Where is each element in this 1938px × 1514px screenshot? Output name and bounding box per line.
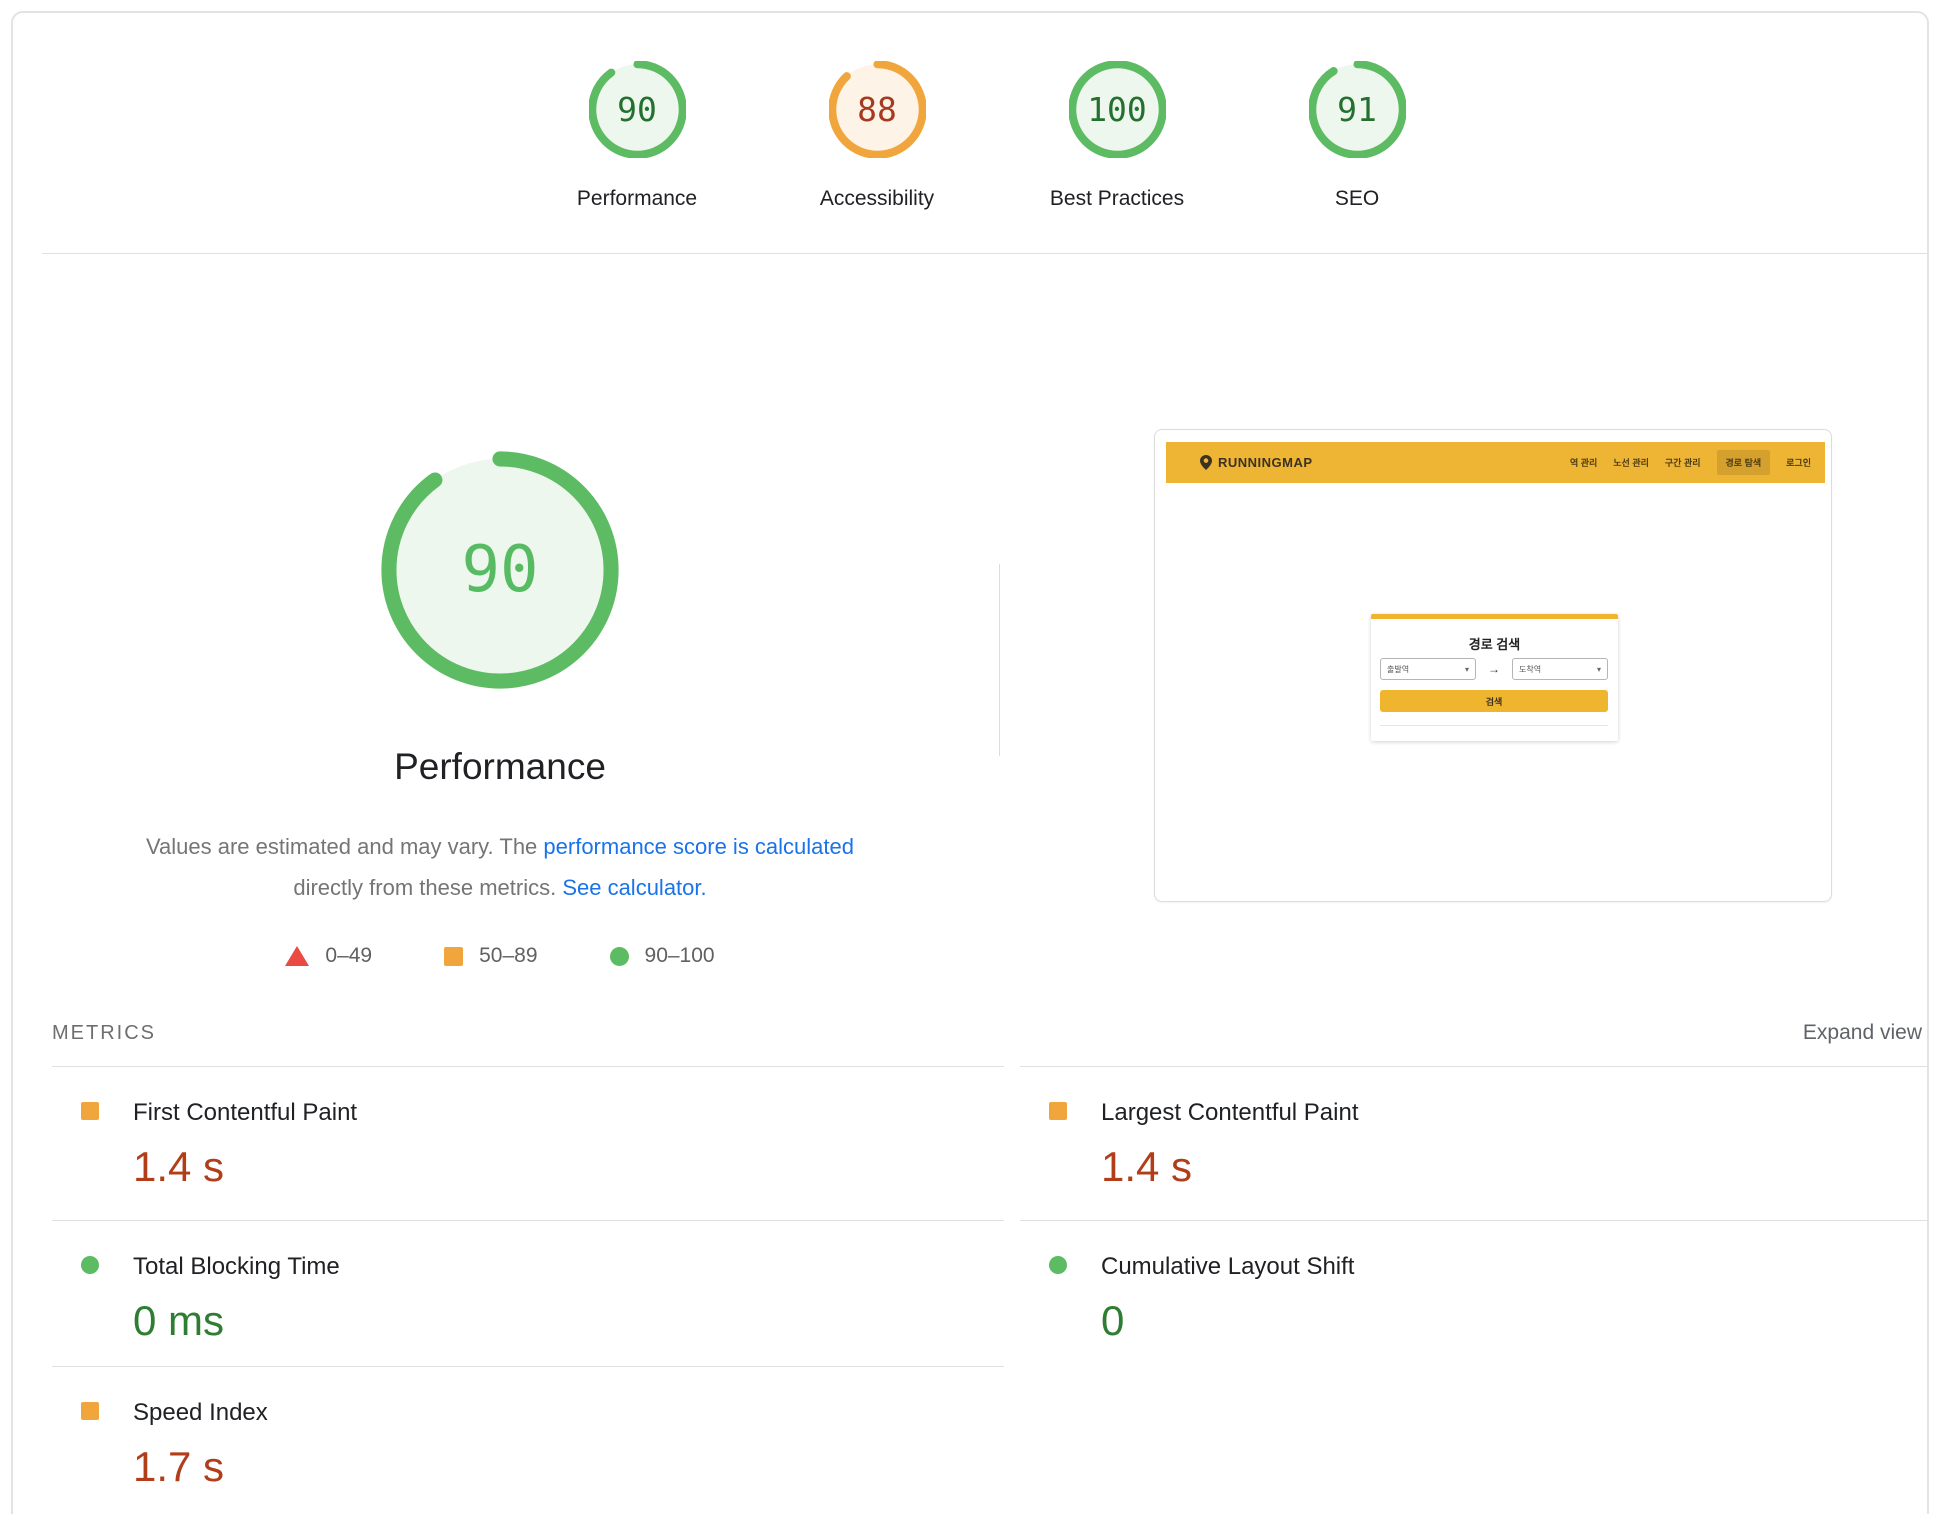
metric-value: 0 (1101, 1297, 1125, 1344)
average-square-icon (81, 1402, 99, 1420)
metric-first-contentful-paint: First Contentful Paint 1.4 s (52, 1066, 1004, 1212)
fail-triangle-icon (285, 946, 310, 966)
metric-value: 0 ms (133, 1297, 225, 1344)
header-divider (42, 253, 1929, 254)
average-range-label: 50–89 (479, 944, 538, 967)
metric-cumulative-layout-shift: Cumulative Layout Shift 0 (1020, 1220, 1928, 1366)
best-practices-score: 100 (1087, 90, 1147, 129)
metric-speed-index: Speed Index 1.7 s (52, 1366, 1004, 1512)
chevron-down-icon: ▾ (1596, 664, 1601, 674)
card-divider (1380, 725, 1608, 726)
legend-average-range: 50–89 (444, 944, 538, 968)
metric-total-blocking-time: Total Blocking Time 0 ms (52, 1220, 1004, 1366)
accessibility-score: 88 (857, 90, 897, 129)
metrics-divider (1020, 1066, 1929, 1067)
average-square-icon (444, 946, 464, 966)
arrival-select: 도착역 ▾ (1512, 658, 1608, 680)
metric-value: 1.4 s (1101, 1143, 1193, 1190)
disclaimer-text: Values are estimated and may vary. The (145, 834, 544, 859)
route-arrow-icon: → (1488, 662, 1500, 676)
departure-select-value: 출발역 (1387, 664, 1410, 674)
metric-name: First Contentful Paint (133, 1099, 358, 1126)
best-practices-gauge: 100 (1068, 61, 1166, 158)
metrics-header: METRICS Expand view (52, 1018, 1922, 1048)
metric-name: Largest Contentful Paint (1101, 1099, 1359, 1126)
metric-row-divider (52, 1220, 1004, 1221)
screenshot-nav: 역 관리 노선 관리 구간 관리 경로 탐색 로그인 (1570, 450, 1811, 475)
pass-circle-icon (1049, 1256, 1067, 1274)
seo-score: 91 (1337, 90, 1377, 129)
page-title: Performance (394, 746, 606, 787)
accessibility-gauge: 88 (828, 61, 926, 158)
performance-score: 90 (617, 90, 657, 129)
screenshot-brand: RUNNINGMAP (1200, 455, 1313, 470)
performance-label: Performance (576, 187, 698, 210)
screenshot-route-search-card: 경로 검색 출발역 ▾ → 도착역 ▾ 검색 (1371, 614, 1618, 741)
average-square-icon (81, 1102, 99, 1120)
screenshot-nav-stations: 역 관리 (1569, 458, 1598, 468)
metric-row-divider (1020, 1220, 1929, 1221)
pass-circle-icon (609, 946, 629, 966)
metrics-divider (52, 1066, 1004, 1067)
best-practices-label: Best Practices (1049, 187, 1185, 210)
card-select-row: 출발역 ▾ → 도착역 ▾ (1380, 658, 1608, 680)
report-frame (11, 11, 1929, 1514)
score-gauge-accessibility[interactable]: 88 Accessibility (757, 61, 997, 211)
screenshot-nav-sections: 구간 관리 (1664, 458, 1701, 468)
metric-value: 1.7 s (133, 1443, 225, 1490)
disclaimer-text-2: directly from these metrics. (293, 875, 563, 900)
pass-range-label: 90–100 (644, 944, 715, 967)
performance-gauge: 90 (588, 61, 686, 158)
metric-value: 1.4 s (133, 1143, 225, 1190)
screenshot-brand-text: RUNNINGMAP (1218, 455, 1313, 470)
score-disclaimer: Values are estimated and may vary. The p… (110, 826, 890, 908)
metric-row-divider (52, 1366, 1004, 1367)
seo-label: SEO (1334, 187, 1380, 210)
main-performance-gauge: 90 (381, 451, 619, 689)
screenshot-site-header: RUNNINGMAP 역 관리 노선 관리 구간 관리 경로 탐색 로그인 (1166, 442, 1825, 483)
arrival-select-value: 도착역 (1519, 664, 1542, 674)
card-accent-bar (1371, 614, 1618, 619)
card-title: 경로 검색 (1468, 637, 1521, 652)
calculation-link[interactable]: performance score is calculated (543, 834, 854, 859)
score-gauge-seo[interactable]: 91 SEO (1237, 61, 1477, 211)
score-scale-legend: 0–49 50–89 90–100 (0, 944, 1000, 968)
score-summary-bar: 90 Performance 88 Accessibility 100 Best… (56, 61, 1938, 211)
page-screenshot-thumbnail[interactable]: RUNNINGMAP 역 관리 노선 관리 구간 관리 경로 탐색 로그인 경로… (1154, 429, 1832, 902)
see-calculator-link[interactable]: See calculator. (562, 875, 707, 900)
main-performance-score: 90 (461, 533, 539, 607)
screenshot-nav-route-search: 경로 탐색 (1716, 450, 1771, 475)
panel-divider (999, 564, 1000, 756)
metric-name: Cumulative Layout Shift (1101, 1253, 1355, 1280)
score-gauge-best-practices[interactable]: 100 Best Practices (997, 61, 1237, 211)
map-pin-icon (1200, 455, 1212, 470)
legend-fail-range: 0–49 (285, 944, 372, 968)
screenshot-nav-lines: 노선 관리 (1613, 458, 1649, 468)
chevron-down-icon: ▾ (1464, 664, 1469, 674)
metric-name: Total Blocking Time (133, 1253, 340, 1280)
fail-range-label: 0–49 (325, 944, 373, 967)
accessibility-label: Accessibility (819, 187, 935, 210)
search-button: 검색 (1380, 690, 1608, 712)
average-square-icon (1049, 1102, 1067, 1120)
metric-largest-contentful-paint: Largest Contentful Paint 1.4 s (1020, 1066, 1928, 1212)
score-gauge-performance[interactable]: 90 Performance (517, 61, 757, 211)
expand-view-link[interactable]: Expand view (1802, 1021, 1922, 1044)
pass-circle-icon (81, 1256, 99, 1274)
metric-name: Speed Index (133, 1399, 268, 1426)
legend-pass-range: 90–100 (609, 944, 715, 968)
seo-gauge: 91 (1308, 61, 1406, 158)
screenshot-nav-login: 로그인 (1786, 458, 1811, 468)
departure-select: 출발역 ▾ (1380, 658, 1476, 680)
metrics-section-title: METRICS (52, 1021, 156, 1044)
